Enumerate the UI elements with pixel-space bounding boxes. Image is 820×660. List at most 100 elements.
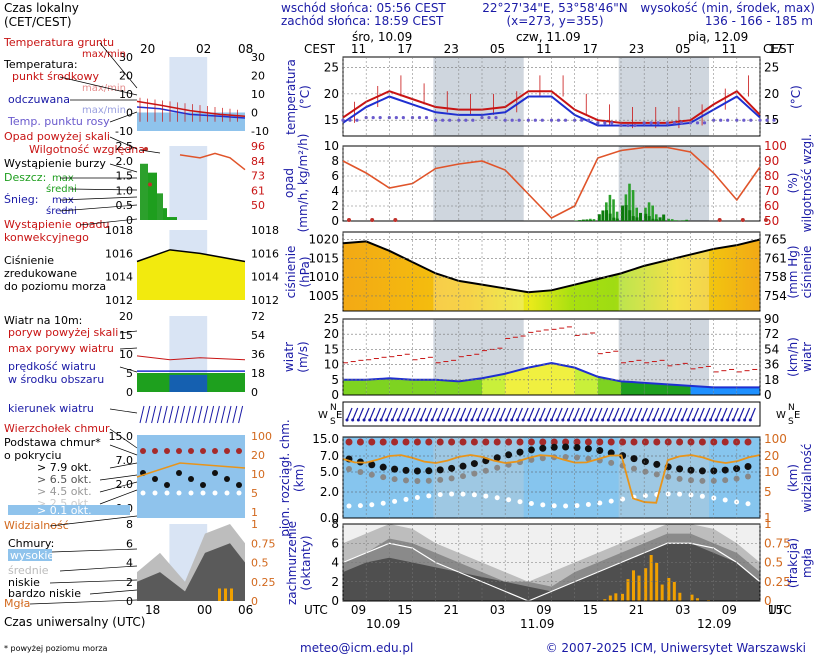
cloud-base-white-5 xyxy=(403,496,409,502)
fog-tick-4: 0 xyxy=(764,594,772,608)
temp-tick-l-0: 25 xyxy=(324,61,339,75)
temp-tick-r-1: 20 xyxy=(764,87,779,101)
mini-prc-tick-2: 1.5 xyxy=(116,170,134,183)
mini-vis-tick-2: 10 xyxy=(251,468,265,481)
mini-fog-tick-0: 1 xyxy=(251,518,258,531)
cov-tick-4: 0 xyxy=(331,594,339,608)
fog-bar-15-1 xyxy=(696,598,699,601)
dewpoint-point-0-1 xyxy=(348,118,352,122)
wind-dir-bg xyxy=(342,401,761,427)
dewpoint-point-9-0 xyxy=(549,118,554,122)
legend-visibility: Widzialność xyxy=(4,519,69,532)
wind-arrow-44 xyxy=(596,407,603,421)
mini-vis-tick-4: 1 xyxy=(251,506,258,519)
day-label-top-2: czw, 11.09 xyxy=(516,30,581,44)
cloud-base-white-18 xyxy=(551,503,557,509)
cloud-top-dot-29 xyxy=(676,438,684,446)
temp-tick-l-1: 20 xyxy=(324,87,339,101)
cloud-base-white-23 xyxy=(608,498,614,504)
cloud-base-grey-20 xyxy=(574,454,580,461)
grid-text: (x=273, y=355) xyxy=(506,14,603,28)
wind-tick-r-3: 36 xyxy=(764,358,779,372)
cloud-base-dark-21 xyxy=(584,445,592,453)
mini-press-fill xyxy=(137,249,245,300)
wind-arrow-head-53 xyxy=(646,418,650,422)
cloud-base-dark-34 xyxy=(733,465,741,473)
wind-arrow-head-70 xyxy=(743,418,747,422)
mini-rain-max xyxy=(140,163,148,220)
dewpoint-point-4-1 xyxy=(441,118,445,122)
dewpoint-point-4-2 xyxy=(448,118,452,122)
cov-axis-label: zachmurzenie(oktanty) xyxy=(285,521,313,605)
legend-verylow: bardzo niskie xyxy=(8,587,81,600)
utc-label-left: UTC xyxy=(304,603,328,617)
mini-cb-tick-1: 7.0 xyxy=(116,454,134,467)
wind-arrow-52 xyxy=(641,407,648,421)
wind-arrow-head-30 xyxy=(515,418,519,422)
cloud-top-dot-16 xyxy=(527,438,535,446)
wind-arrow-head-6 xyxy=(379,418,383,422)
precip-max-bar-11-3 xyxy=(608,194,612,221)
dewpoint-point-14-2 xyxy=(679,121,683,125)
bottom-hour-3: 03 xyxy=(490,603,505,617)
mini-cwhite-8 xyxy=(236,490,242,496)
cloud-top-dot-2 xyxy=(368,438,376,446)
wind-arrow-58 xyxy=(675,407,683,421)
wind-arrow-32 xyxy=(528,407,535,421)
top-hour-5: 17 xyxy=(583,42,598,56)
wind-arrow-head-42 xyxy=(584,418,588,422)
wind-arrow-68 xyxy=(732,407,739,421)
wind-arrow-head-22 xyxy=(470,418,474,422)
wind-arrow-head-61 xyxy=(692,418,696,422)
wind-arrow-head-2 xyxy=(356,418,360,422)
wind-arrow-head-51 xyxy=(635,418,639,422)
wind-arrow-41 xyxy=(579,407,586,421)
wind-arrow-head-12 xyxy=(413,418,417,422)
fog-bar-12-1 xyxy=(626,579,630,601)
wind-arrow-head-57 xyxy=(669,418,673,422)
hum-tick-0: 100 xyxy=(764,139,787,153)
top-hour-8: 11 xyxy=(722,42,737,56)
leader-line-10 xyxy=(59,204,138,212)
precip-mean-bar-14-5 xyxy=(685,220,689,221)
mini-vis-tick-3: 5 xyxy=(251,487,258,500)
mini-wind-arrow-16 xyxy=(232,405,238,424)
wind-arrow-39 xyxy=(567,407,575,421)
wind-arrow-60 xyxy=(687,407,694,421)
dewpoint-point-11-1 xyxy=(603,121,607,125)
precip-mean-bar-13-3 xyxy=(654,219,658,221)
dewpoint-point-18-0 xyxy=(758,118,762,122)
wind-arrow-head-41 xyxy=(578,418,582,422)
mini-rain-bar4 xyxy=(163,208,167,220)
fog-bar-11-1 xyxy=(603,599,607,601)
legend-pressure: Ciśnienie zredukowane do poziomu morza xyxy=(4,254,106,293)
top-hour-9: 17 xyxy=(768,42,783,56)
mini-wind-arrow-5 xyxy=(168,405,174,424)
mini-cbase-5 xyxy=(200,482,206,488)
mini-wind-arrow-0 xyxy=(139,405,145,424)
dewpoint-point-18-2 xyxy=(772,118,776,122)
cloud-top-dot-5 xyxy=(402,438,410,446)
dewpoint-point-17-0 xyxy=(735,118,739,122)
wind-arrow-49 xyxy=(624,407,631,421)
cloud-base-white-28 xyxy=(665,491,671,497)
cloud-base-dark-3 xyxy=(379,463,387,471)
precip-mean-bar-13-4 xyxy=(658,217,662,221)
compass-n-left: N xyxy=(330,403,337,413)
legend-temp-maxmin: max/min xyxy=(82,83,126,94)
cloud-base-white-6 xyxy=(414,495,420,501)
dewpoint-point-2-2 xyxy=(401,115,405,120)
wind-arrow-55 xyxy=(658,407,665,421)
vis-tick-0: 100 xyxy=(764,432,787,446)
leader-line-12 xyxy=(119,330,138,334)
dewpoint-point-16-0 xyxy=(712,118,716,122)
mini-soil-tick-r-2: 10 xyxy=(251,88,265,101)
wind-tick-r-5: 0 xyxy=(764,388,772,402)
cloud-top-dot-13 xyxy=(493,438,501,446)
cloud-top-dot-17 xyxy=(539,438,547,446)
legend-rain-mean: średni xyxy=(46,183,77,195)
legend-mid: średnie xyxy=(8,564,49,577)
cloud-base-dark-31 xyxy=(698,467,706,475)
dewpoint-point-9-1 xyxy=(556,118,561,122)
cloud-base-dark-25 xyxy=(630,455,638,463)
